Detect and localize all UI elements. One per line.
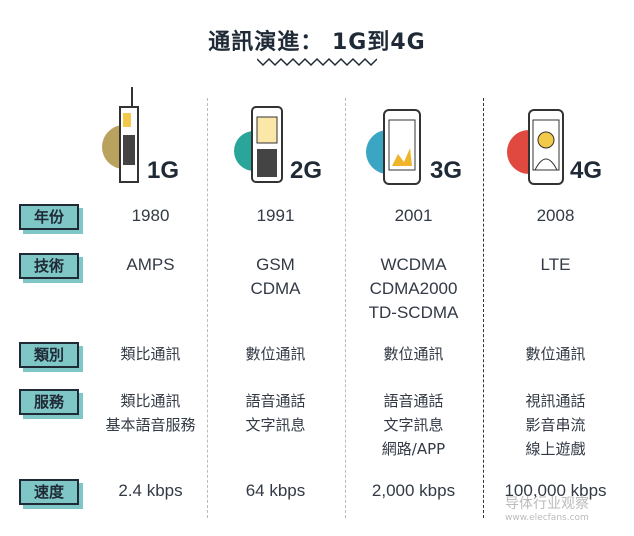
cell-tech: LTE xyxy=(488,253,623,277)
cell-year: 2001 xyxy=(346,204,481,228)
cell-services: 類比通訊基本語音服務 xyxy=(83,389,218,437)
generation-label: 1G xyxy=(147,157,180,184)
cell-year: 2008 xyxy=(488,204,623,228)
cell-speed: 2.4 kbps xyxy=(83,479,218,503)
cell-speed: 100,000 kbps xyxy=(488,479,623,503)
tech-value: CDMA xyxy=(250,279,301,298)
speed-value: 2.4 kbps xyxy=(118,481,183,500)
cell-type: 數位通訊 xyxy=(488,342,623,366)
cell-services: 視訊通話影音串流線上遊戲 xyxy=(488,389,623,461)
row-label-year: 年份 xyxy=(19,204,79,230)
services-value: 網路/APP xyxy=(381,440,446,458)
services-value: 語音通話 xyxy=(383,392,444,410)
row-label-services: 服務 xyxy=(19,389,79,415)
year-value: 2008 xyxy=(536,206,575,225)
speed-value: 100,000 kbps xyxy=(504,481,607,500)
year-value: 2001 xyxy=(394,206,433,225)
cell-year: 1991 xyxy=(208,204,343,228)
type-value: 數位通訊 xyxy=(245,345,306,363)
brick-phone-icon xyxy=(102,87,139,183)
type-value: 類比通訊 xyxy=(120,345,181,363)
column-divider xyxy=(207,98,208,518)
tech-value: GSM xyxy=(256,255,295,274)
generation-label: 3G xyxy=(430,157,463,184)
column-divider xyxy=(483,98,484,518)
tech-value: AMPS xyxy=(126,255,175,274)
column-divider xyxy=(345,98,346,518)
services-value: 線上遊戲 xyxy=(525,440,586,458)
services-value: 文字訊息 xyxy=(383,416,444,434)
cell-tech: GSM CDMA xyxy=(208,253,343,301)
cell-speed: 64 kbps xyxy=(208,479,343,503)
tech-value: CDMA2000 xyxy=(369,279,458,298)
services-value: 基本語音服務 xyxy=(105,416,196,434)
type-value: 數位通訊 xyxy=(525,345,586,363)
row-label-speed: 速度 xyxy=(19,479,79,505)
row-label-type: 類別 xyxy=(19,342,79,368)
services-value: 視訊通話 xyxy=(525,392,586,410)
cell-speed: 2,000 kbps xyxy=(346,479,481,503)
services-value: 影音串流 xyxy=(525,416,586,434)
smartphone-icon xyxy=(366,109,421,185)
watermark: 导体行业观察 www.elecfans.com xyxy=(505,497,589,525)
cell-type: 數位通訊 xyxy=(346,342,481,366)
cell-type: 數位通訊 xyxy=(208,342,343,366)
cell-tech: AMPS xyxy=(83,253,218,277)
services-value: 文字訊息 xyxy=(245,416,306,434)
services-value: 類比通訊 xyxy=(120,392,181,410)
speed-value: 64 kbps xyxy=(245,481,306,500)
iphone-icon xyxy=(507,109,564,185)
generation-label: 2G xyxy=(290,157,323,184)
year-value: 1991 xyxy=(256,206,295,225)
feature-phone-icon xyxy=(234,106,283,183)
type-value: 數位通訊 xyxy=(383,345,444,363)
row-label-tech: 技術 xyxy=(19,253,79,279)
services-value: 語音通話 xyxy=(245,392,306,410)
page-title: 通訊演進： 1G到4G xyxy=(208,30,426,55)
tech-value: WCDMA xyxy=(380,255,447,274)
watermark-url: www.elecfans.com xyxy=(505,513,589,523)
generation-label: 4G xyxy=(570,157,603,184)
year-value: 1980 xyxy=(131,206,170,225)
cell-services: 語音通話文字訊息網路/APP xyxy=(346,389,481,461)
cell-type: 類比通訊 xyxy=(83,342,218,366)
watermark-name: 导体行业观察 xyxy=(505,496,589,512)
speed-value: 2,000 kbps xyxy=(371,481,456,500)
cell-services: 語音通話 文字訊息 xyxy=(208,389,343,437)
cell-tech: WCDMA CDMA2000 TD-SCDMA xyxy=(346,253,481,325)
tech-value: LTE xyxy=(540,255,571,274)
tech-value: TD-SCDMA xyxy=(368,303,459,322)
zigzag-divider xyxy=(257,57,377,67)
cell-year: 1980 xyxy=(83,204,218,228)
